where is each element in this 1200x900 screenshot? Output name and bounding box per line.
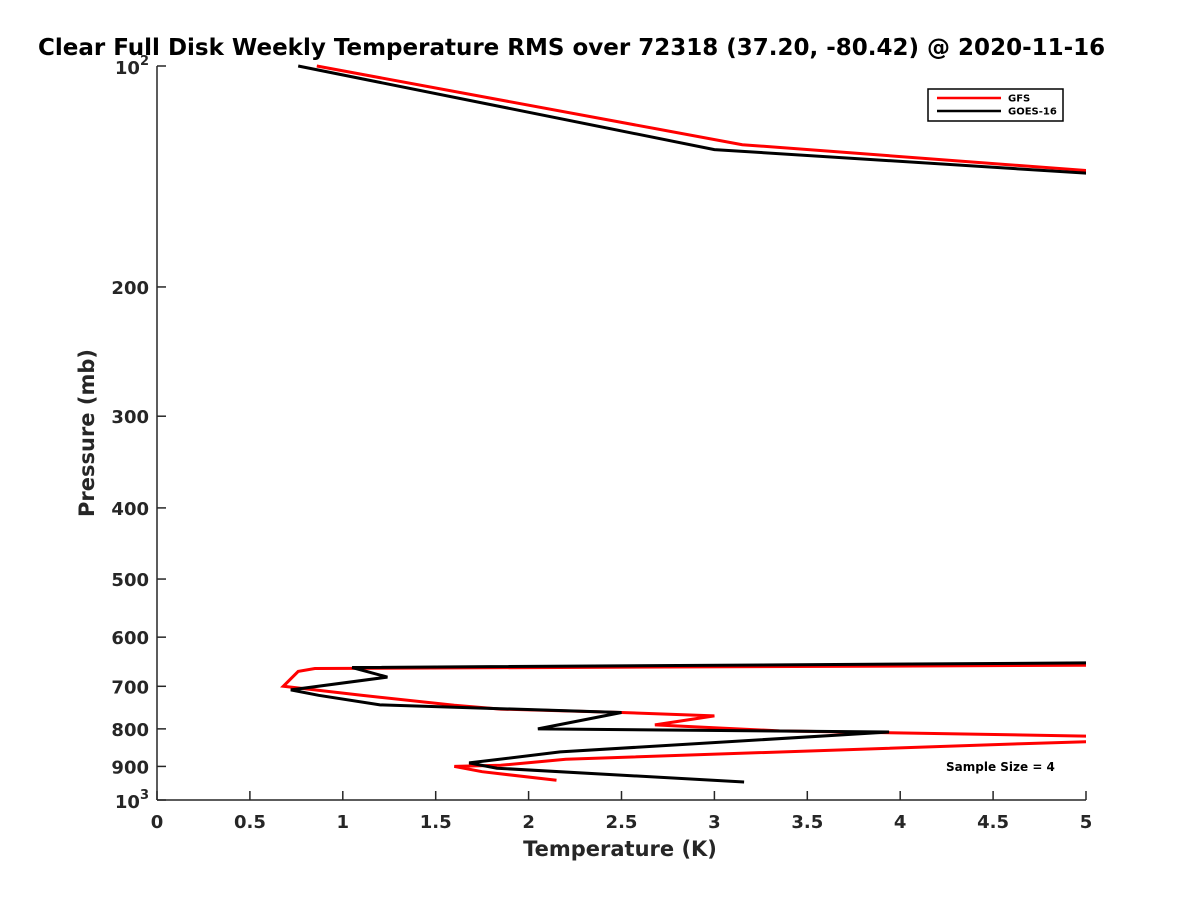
legend-box bbox=[927, 88, 1064, 122]
y-tick-label: 800 bbox=[111, 720, 149, 741]
x-tick-label: 1 bbox=[337, 812, 350, 833]
y-tick-label: 500 bbox=[111, 570, 149, 591]
y-tick-label: 400 bbox=[111, 499, 149, 520]
y-tick-label: 600 bbox=[111, 628, 149, 649]
plot-area bbox=[156, 64, 1086, 801]
x-tick-label: 4.5 bbox=[977, 812, 1009, 833]
x-tick-label: 0.5 bbox=[234, 812, 266, 833]
legend-label-gfs: GFS bbox=[1008, 94, 1030, 105]
x-tick-label: 3 bbox=[708, 812, 721, 833]
series-line-segment bbox=[316, 64, 1086, 173]
legend: GFS GOES-16 bbox=[927, 88, 1064, 122]
series-gfs bbox=[280, 64, 1086, 782]
x-tick-label: 3.5 bbox=[791, 812, 823, 833]
x-tick-label: 2.5 bbox=[606, 812, 638, 833]
y-tick-label: 102 bbox=[115, 54, 149, 79]
y-axis-ticks: 102 200 300 400 500 600 700 800 900 103 bbox=[111, 54, 166, 813]
x-tick-label: 0 bbox=[151, 812, 164, 833]
series-line-segment bbox=[290, 661, 1086, 784]
y-tick-label: 300 bbox=[111, 407, 149, 428]
x-axis-ticks: 0 0.5 1 1.5 2 2.5 3 3.5 4 4.5 5 bbox=[151, 791, 1093, 833]
x-tick-label: 1.5 bbox=[420, 812, 452, 833]
y-axis-label: Pressure (mb) bbox=[75, 349, 99, 517]
x-axis-label: Temperature (K) bbox=[523, 837, 717, 861]
x-tick-label: 2 bbox=[522, 812, 535, 833]
y-tick-label: 900 bbox=[111, 757, 149, 778]
series-line-segment bbox=[280, 663, 1086, 782]
sample-size-annotation: Sample Size = 4 bbox=[946, 760, 1055, 774]
y-tick-label: 200 bbox=[111, 278, 149, 299]
x-tick-label: 5 bbox=[1080, 812, 1093, 833]
series-goes-16 bbox=[290, 64, 1086, 784]
chart-title: Clear Full Disk Weekly Temperature RMS o… bbox=[38, 35, 1105, 61]
y-tick-label: 700 bbox=[111, 677, 149, 698]
y-tick-label: 103 bbox=[115, 788, 149, 813]
legend-label-goes16: GOES-16 bbox=[1008, 107, 1057, 118]
series-line-segment bbox=[297, 64, 1086, 175]
x-tick-label: 4 bbox=[894, 812, 907, 833]
